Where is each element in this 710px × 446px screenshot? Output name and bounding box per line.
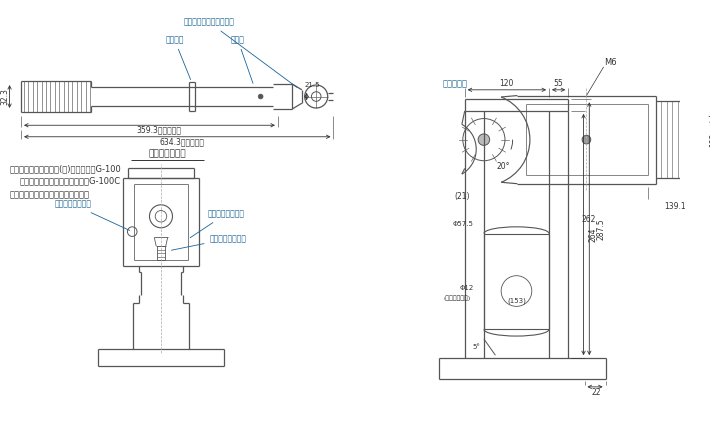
Text: 注１．型式　標準塘装(赤)タイプ　：G-100: 注１．型式 標準塘装(赤)タイプ ：G-100 <box>9 164 121 173</box>
Text: 139.1: 139.1 <box>664 202 685 211</box>
Text: M6: M6 <box>604 58 617 67</box>
Text: 120: 120 <box>500 78 514 87</box>
Text: 伸縮式: 伸縮式 <box>231 35 253 83</box>
Text: 21.5: 21.5 <box>305 82 320 88</box>
Text: リリーズスクリュ: リリーズスクリュ <box>171 234 246 250</box>
Text: 634.3（最伸長）: 634.3（最伸長） <box>160 137 204 146</box>
Text: Φ57.5: Φ57.5 <box>452 221 474 227</box>
Text: オイルフィリング: オイルフィリング <box>55 200 130 231</box>
Text: リリーズスクリュ差込口: リリーズスクリュ差込口 <box>183 18 297 87</box>
Text: (シリンダ内径): (シリンダ内径) <box>444 295 471 301</box>
Text: (21): (21) <box>454 192 469 201</box>
Text: 359.3（最縮長）: 359.3（最縮長） <box>136 126 182 135</box>
Text: 55: 55 <box>554 78 564 87</box>
Text: 専用操作レバー: 専用操作レバー <box>149 149 187 158</box>
Text: レバー回転: レバー回転 <box>442 79 468 89</box>
Text: ニッケルめっきタイプ：G-100C: ニッケルめっきタイプ：G-100C <box>19 176 120 186</box>
Text: Φ12: Φ12 <box>459 285 474 291</box>
Text: 264: 264 <box>589 227 598 242</box>
Text: 287.5: 287.5 <box>596 218 606 240</box>
Text: 22: 22 <box>591 388 601 397</box>
Circle shape <box>582 135 591 144</box>
Text: 操作レバー差込口: 操作レバー差込口 <box>190 209 245 238</box>
Circle shape <box>478 134 490 145</box>
Text: 262: 262 <box>581 215 596 223</box>
Text: 32.3: 32.3 <box>0 88 9 105</box>
Text: 20°: 20° <box>496 162 510 171</box>
Circle shape <box>258 94 263 99</box>
Text: (153): (153) <box>507 297 526 304</box>
Text: ストッパ: ストッパ <box>165 35 190 79</box>
Text: 5°: 5° <box>472 343 480 350</box>
Text: ２．専用操作レバーが付属します。: ２．専用操作レバーが付属します。 <box>9 191 89 200</box>
Text: 75: 75 <box>707 116 710 125</box>
